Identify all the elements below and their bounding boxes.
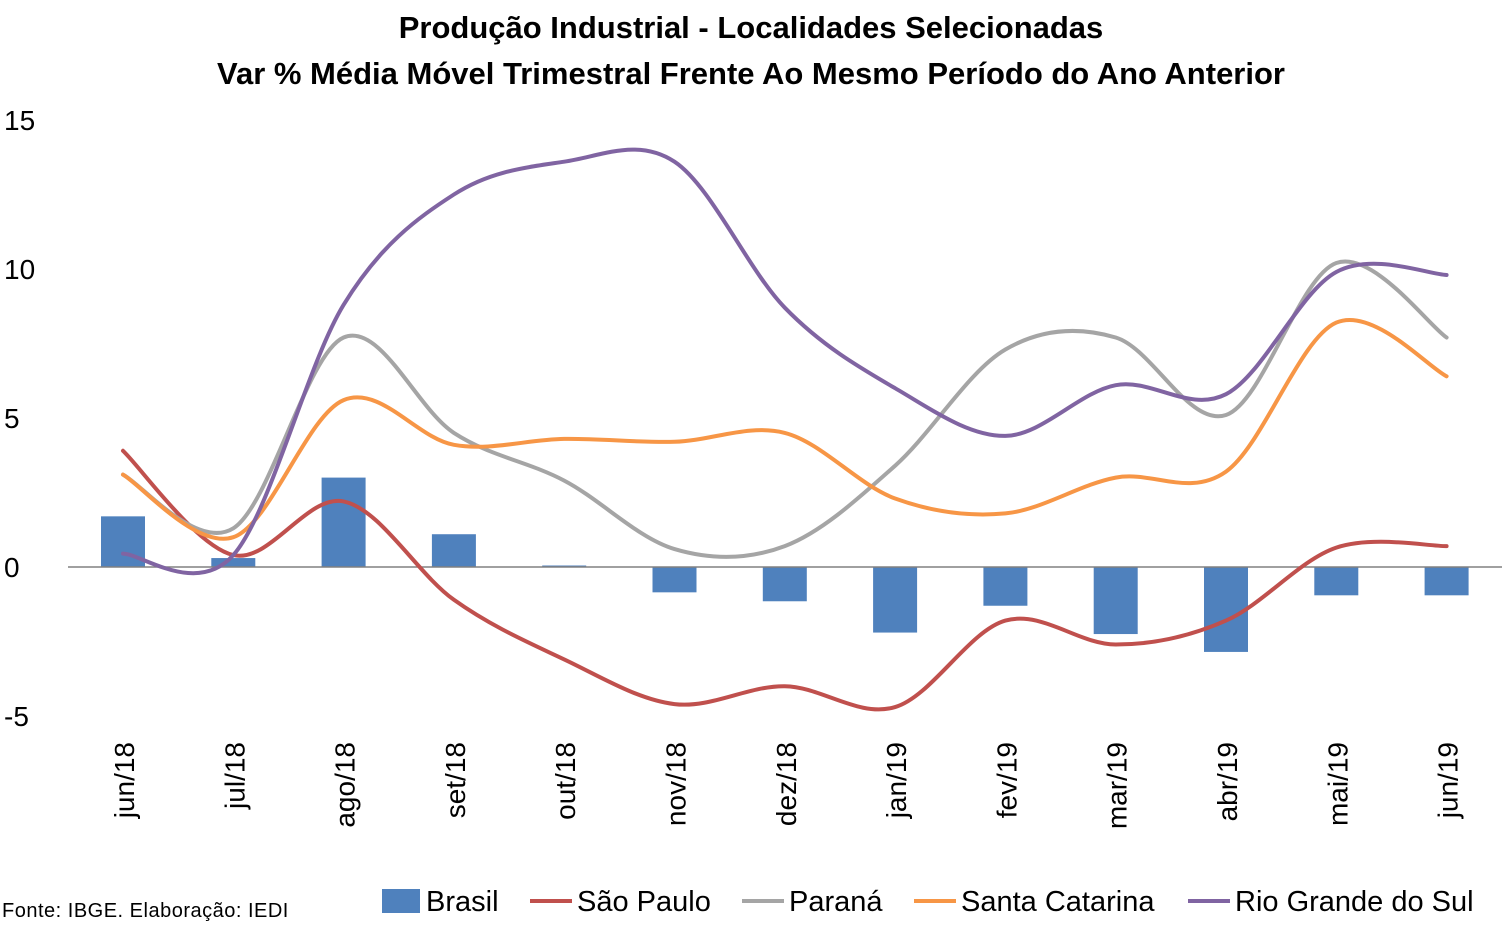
bar-brasil [762,567,807,602]
x-tick-label: out/18 [550,742,581,820]
bar-brasil [1314,567,1359,596]
x-tick-label: dez/18 [771,742,802,826]
bar-brasil [321,477,366,567]
source-note: Fonte: IBGE. Elaboração: IEDI [2,900,289,922]
bar-brasil [873,567,918,633]
series-line-sao-paulo [121,448,1449,712]
chart-title: Produção Industrial - Localidades Seleci… [399,10,1104,45]
x-tick-label: jan/19 [881,742,912,819]
series-lines [121,147,1449,712]
x-tick-label: mai/19 [1322,742,1353,826]
chart-subtitle: Var % Média Móvel Trimestral Frente Ao M… [217,56,1285,91]
bar-brasil [652,567,697,593]
bar-brasil [1093,567,1138,635]
series-line-santa-catarina [121,318,1449,541]
y-tick-label: -5 [4,701,29,732]
bars-brasil [101,477,1469,652]
y-tick-label: 5 [4,403,20,434]
x-tick-label: abr/19 [1212,742,1243,821]
legend-label-parana: Paraná [789,886,883,918]
legend-swatch-brasil [382,889,420,913]
bar-brasil [211,558,256,567]
x-tick-label: nov/18 [661,742,692,826]
x-tick-label: set/18 [440,742,471,818]
bar-brasil [983,567,1028,606]
y-tick-label: 15 [4,105,35,136]
bar-brasil [1204,567,1248,652]
y-tick-label: 0 [4,552,20,583]
x-tick-label: mar/19 [1102,742,1133,829]
legend: Brasil São Paulo Paraná Santa Catarina Rio G… [382,886,1474,918]
x-tick-label: ago/18 [330,742,361,828]
x-tick-label: jun/19 [1433,742,1464,819]
legend-label-sao-paulo: São Paulo [577,886,711,918]
series-line-parana [121,259,1449,559]
y-axis-ticks: 15 10 5 0 -5 [4,105,35,732]
bar-brasil [431,534,476,567]
x-axis-ticks: jun/18 jul/18 ago/18 set/18 out/18 nov/18 dez/… [109,742,1464,829]
legend-label-rio-grande-do-sul: Rio Grande do Sul [1235,886,1474,918]
legend-label-santa-catarina: Santa Catarina [961,886,1155,918]
x-tick-label: fev/19 [991,742,1022,818]
x-tick-label: jul/18 [219,742,250,810]
series-line-rio-grande-do-sul [121,147,1449,576]
x-tick-label: jun/18 [109,742,140,819]
y-tick-label: 10 [4,254,35,285]
legend-label-brasil: Brasil [426,886,499,918]
bar-brasil [1424,567,1469,596]
